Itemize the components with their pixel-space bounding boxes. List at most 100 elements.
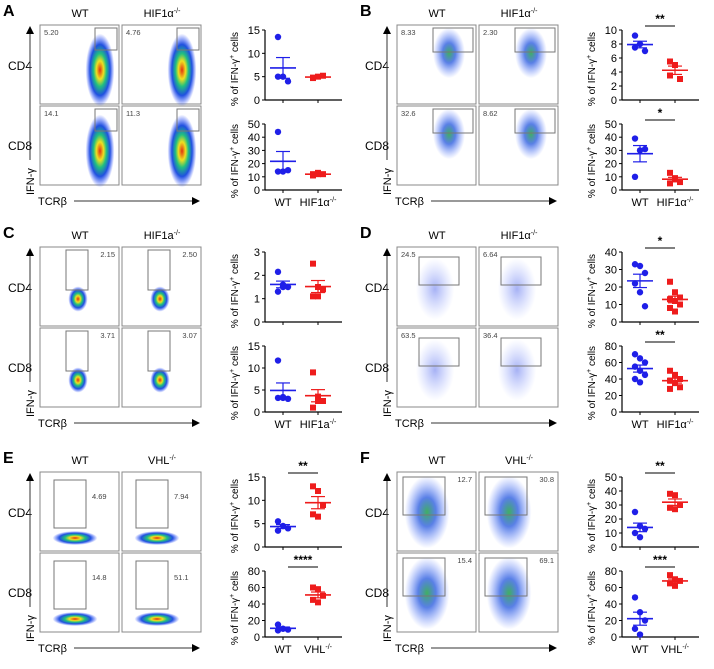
gate-percentage: 15.4 — [457, 556, 472, 565]
row-label-cd8: CD8 — [365, 361, 389, 375]
flow-plot-cd4-wt: 2.15 — [39, 246, 120, 327]
y-axis-label-ifng: IFN-γ — [25, 390, 37, 417]
wt-data-point — [274, 288, 282, 295]
row-label-cd4: CD4 — [8, 281, 32, 295]
y-axis-label: % of IFN-γ+ cells — [586, 254, 598, 328]
wt-data-point — [274, 33, 282, 41]
panel-letter: E — [3, 450, 14, 467]
column-header-genotype: HIF1α-/- — [144, 8, 181, 20]
wt-data-point — [636, 355, 644, 362]
ko-data-point — [667, 58, 673, 65]
gate-percentage: 12.7 — [457, 475, 472, 484]
genotype-label: HIF1α — [144, 8, 175, 20]
flow-plot-cd4-wt: 8.33 — [396, 24, 477, 105]
flow-plot-cd8-wt: 14.8 — [39, 552, 120, 633]
row-label-cd8: CD8 — [8, 139, 32, 153]
cell-density-cloud — [68, 367, 88, 393]
gate-box — [53, 560, 87, 610]
ko-data-point — [315, 293, 321, 300]
y-tick-label: 60 — [248, 583, 260, 595]
flow-plot-cd8-wt: 15.4 — [396, 552, 477, 633]
gate-percentage: 51.1 — [174, 573, 189, 582]
cell-density-cloud — [52, 531, 98, 545]
wt-data-point — [631, 375, 639, 383]
wt-data-point — [274, 128, 282, 136]
x-label-genotype: VHL-/- — [304, 644, 333, 656]
wt-data-point — [631, 135, 639, 142]
significance-stars: * — [658, 106, 663, 120]
column-header-genotype: HIF1α-/- — [501, 8, 538, 20]
scatter-chart-cd4: 0 10 20 30 40 50 % of IFN-γ+ cells ** — [586, 459, 699, 554]
ko-data-point — [667, 385, 673, 392]
wt-data-point — [641, 303, 649, 310]
wt-data-point — [631, 280, 639, 287]
scatter-chart-cd4: 0 10 20 30 40 % of IFN-γ+ cells * — [586, 234, 699, 329]
y-tick-label: 0 — [254, 542, 260, 554]
wt-data-point — [284, 283, 292, 291]
y-tick-label: 20 — [248, 159, 260, 171]
column-header-wt: WT — [428, 230, 445, 242]
panel-letter: C — [3, 225, 15, 242]
column-header-genotype: VHL-/- — [148, 455, 177, 467]
gate-percentage: 2.30 — [483, 28, 498, 37]
y-axis-label: % of IFN-γ+ cells — [586, 346, 598, 420]
cell-density-cloud — [497, 339, 537, 401]
y-tick-label: 0 — [611, 632, 617, 644]
row-label-cd4: CD4 — [365, 281, 389, 295]
ko-data-point — [667, 278, 673, 285]
x-label-wt: WT — [274, 419, 291, 431]
cell-density-cloud — [134, 531, 180, 545]
gate-percentage: 6.64 — [483, 250, 498, 259]
scatter-chart-cd4: 0 5 10 15 % of IFN-γ+ cells ** — [229, 459, 342, 554]
wt-data-point — [631, 625, 639, 632]
y-tick-label: 0 — [254, 185, 260, 197]
gate-box — [65, 249, 89, 291]
significance-stars: ** — [655, 12, 665, 26]
genotype-label: HIF1a — [144, 230, 175, 242]
y-tick-label: 80 — [248, 566, 260, 578]
gate-percentage: 11.3 — [126, 109, 140, 118]
gate-percentage: 5.20 — [44, 28, 59, 37]
significance-stars: * — [658, 234, 663, 248]
gate-percentage: 7.94 — [174, 492, 189, 501]
gate-box — [514, 108, 556, 134]
y-tick-label: 30 — [605, 145, 617, 157]
ko-data-point — [677, 301, 683, 308]
ko-data-point — [310, 584, 316, 591]
gate-box — [484, 476, 528, 516]
cell-density-cloud — [404, 556, 450, 630]
y-tick-label: 30 — [248, 145, 260, 157]
y-tick-label: 0 — [254, 317, 260, 329]
ko-data-point — [667, 490, 673, 497]
gate-percentage: 3.71 — [100, 331, 115, 340]
gate-box — [418, 256, 460, 286]
y-tick-label: 30 — [605, 265, 617, 277]
gate-percentage: 2.15 — [100, 250, 115, 259]
y-tick-label: 1 — [254, 294, 260, 306]
row-label-cd4: CD4 — [8, 506, 32, 520]
y-axis-label: % of IFN-γ+ cells — [229, 346, 241, 420]
column-header-genotype: VHL-/- — [505, 455, 534, 467]
gate-box — [135, 479, 169, 529]
gate-percentage: 8.62 — [483, 109, 498, 118]
significance-stars: ** — [655, 459, 665, 473]
y-tick-label: 0 — [611, 407, 617, 419]
gate-box — [53, 479, 87, 529]
flow-plot-cd4-ko: 7.94 — [121, 471, 202, 552]
gate-percentage: 69.1 — [539, 556, 554, 565]
y-tick-label: 15 — [248, 25, 260, 37]
y-tick-label: 10 — [248, 495, 260, 507]
ko-data-point — [677, 179, 683, 186]
y-tick-label: 10 — [248, 363, 260, 375]
row-label-cd8: CD8 — [8, 586, 32, 600]
ko-data-point — [320, 398, 326, 404]
y-axis-label: % of IFN-γ+ cells — [229, 479, 241, 553]
genotype-label: VHL — [505, 455, 526, 467]
x-axis-label-tcrb: TCRβ — [395, 418, 424, 430]
flow-plot-cd4-wt: 12.7 — [396, 471, 477, 552]
flow-plot-cd8-ko: 3.07 — [121, 327, 202, 408]
wt-data-point — [641, 371, 649, 379]
ko-data-point — [672, 289, 678, 296]
flow-plot-cd4-wt: 5.20 — [39, 24, 120, 107]
